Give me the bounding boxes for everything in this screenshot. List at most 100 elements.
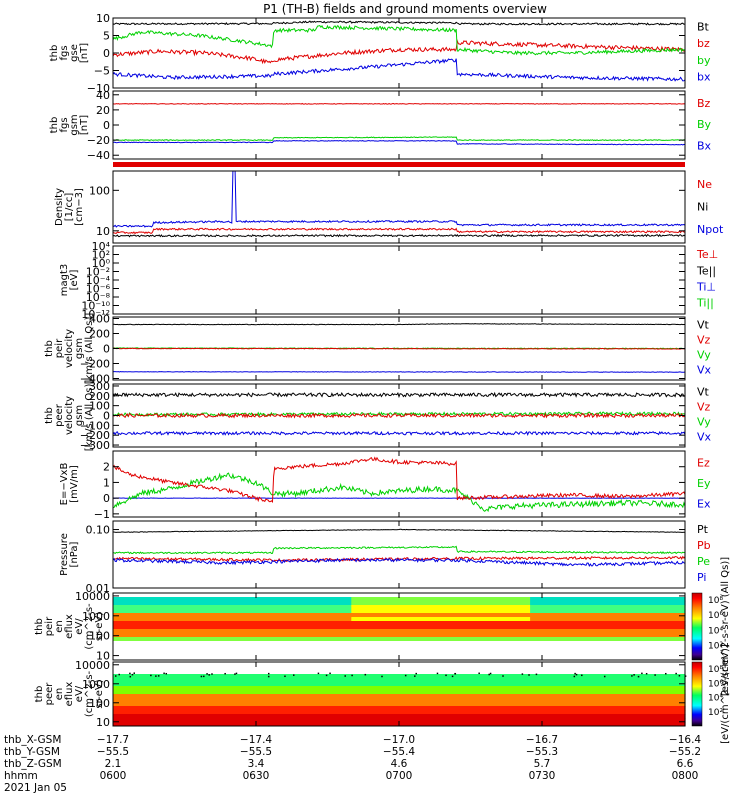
heatmap-cell	[279, 605, 293, 610]
heatmap-cell	[351, 645, 364, 650]
heatmap-cell	[530, 718, 543, 723]
y-axis-label: eflux	[64, 614, 75, 639]
heatmap-cell	[553, 682, 567, 687]
series-vx	[112, 430, 686, 437]
heatmap-cell	[625, 633, 638, 638]
y-tick-label: 10²	[92, 249, 110, 262]
heatmap-cell	[339, 629, 352, 634]
heatmap-cell	[196, 694, 209, 699]
heatmap-cell	[661, 617, 674, 622]
heatmap-cell	[673, 609, 686, 614]
heatmap-cell	[434, 641, 448, 646]
heatmap-cell	[673, 666, 686, 671]
quality-bar	[113, 162, 685, 167]
heatmap-cell	[387, 666, 400, 671]
heatmap-cell	[267, 649, 281, 654]
heatmap-cell	[649, 633, 662, 638]
heatmap-cell	[434, 621, 448, 626]
heatmap-cell	[303, 714, 317, 719]
heatmap-cell	[148, 645, 162, 650]
heatmap-cell	[196, 617, 209, 622]
y-axis-label: thb	[44, 407, 55, 424]
heatmap-cell	[136, 698, 150, 703]
heatmap-cell	[625, 718, 638, 723]
heatmap-cell	[327, 617, 340, 622]
heatmap-cell	[482, 649, 495, 654]
heatmap-cell	[637, 621, 650, 626]
heatmap-cell	[327, 698, 340, 703]
heatmap-cell	[434, 597, 448, 602]
heatmap-cell	[613, 601, 626, 606]
heatmap-cell	[327, 686, 340, 691]
heatmap-cell	[363, 633, 376, 638]
heatmap-cell	[124, 722, 138, 727]
heatmap-cell	[410, 617, 424, 622]
heatmap-cell	[565, 702, 579, 707]
heatmap-cell	[244, 637, 257, 642]
heatmap-cell	[160, 645, 174, 650]
heatmap-cell	[172, 722, 186, 727]
heatmap-cell	[577, 613, 591, 618]
heatmap-cell	[589, 593, 603, 598]
heatmap-cell	[482, 621, 495, 626]
heatmap-cell	[220, 597, 233, 602]
heatmap-cell	[148, 686, 162, 691]
heatmap-cell	[291, 662, 305, 667]
heatmap-cell	[136, 662, 150, 667]
heatmap-cell	[482, 617, 495, 622]
heatmap-cell	[470, 662, 483, 667]
heatmap-cell	[434, 645, 448, 650]
heatmap-cell	[494, 666, 507, 671]
heatmap-cell	[136, 621, 150, 626]
heatmap-cell	[327, 641, 340, 646]
heatmap-cell	[124, 645, 138, 650]
heatmap-cell	[148, 722, 162, 727]
colorbar	[691, 592, 703, 661]
heatmap-cell	[589, 666, 603, 671]
heatmap-cell	[470, 633, 483, 638]
heatmap-cell	[279, 674, 293, 679]
heatmap-cell	[410, 637, 424, 642]
heatmap-cell	[208, 613, 221, 618]
heatmap-cell	[482, 625, 495, 630]
heatmap-cell	[363, 686, 376, 691]
heatmap-cell	[553, 609, 567, 614]
heatmap-cell	[470, 682, 483, 687]
heatmap-cell	[673, 686, 686, 691]
heatmap-cell	[327, 593, 340, 598]
heatmap-cell	[422, 678, 436, 683]
y-tick-label: −300	[80, 439, 110, 452]
heatmap-cell	[589, 662, 603, 667]
heatmap-cell	[506, 613, 519, 618]
heatmap-cell	[446, 613, 460, 618]
heatmap-cell	[160, 641, 174, 646]
heatmap-cell	[136, 649, 150, 654]
heatmap-cell	[422, 629, 436, 634]
heatmap-cell	[196, 686, 209, 691]
heatmap-cell	[363, 653, 376, 658]
heatmap-cell	[577, 609, 591, 614]
heatmap-cell	[160, 601, 174, 606]
heatmap-cell	[303, 633, 317, 638]
heatmap-cell	[410, 653, 424, 658]
heatmap-cell	[315, 641, 329, 646]
heatmap-cell	[506, 649, 519, 654]
heatmap-cell	[124, 633, 138, 638]
legend-entry: Bt	[697, 21, 710, 34]
heatmap-cell	[387, 718, 400, 723]
heatmap-cell	[208, 714, 221, 719]
heatmap-cell	[208, 722, 221, 727]
heatmap-cell	[196, 633, 209, 638]
heatmap-cell	[434, 617, 448, 622]
heatmap-cell	[184, 601, 197, 606]
y-axis-label: peer	[44, 682, 55, 706]
heatmap-cell	[542, 613, 555, 618]
heatmap-cell	[196, 593, 209, 598]
y-tick-label: 0.10	[86, 524, 111, 537]
heatmap-cell	[184, 649, 197, 654]
series-npot	[112, 170, 686, 228]
heatmap-cell	[351, 702, 364, 707]
heatmap-cell	[613, 662, 626, 667]
heatmap-cell	[458, 678, 472, 683]
